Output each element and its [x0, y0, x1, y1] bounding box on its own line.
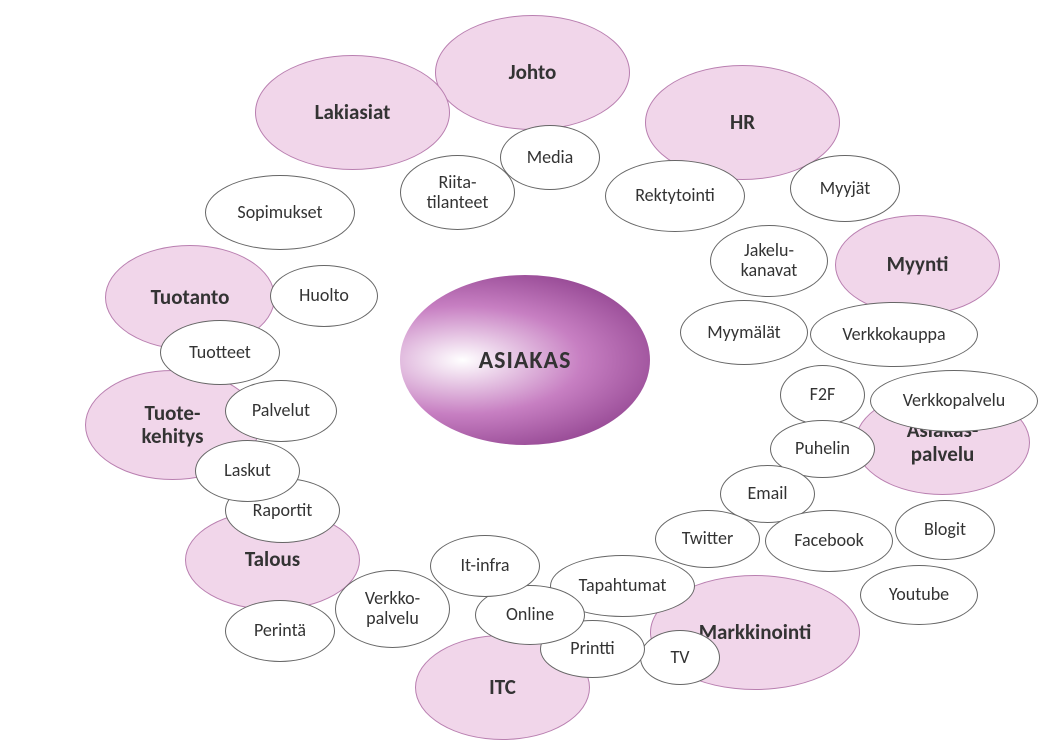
small-node-itinfra: It-infra: [430, 535, 540, 597]
small-node-jakelu: Jakelu- kanavat: [710, 225, 828, 297]
small-node-laskut: Laskut: [195, 440, 300, 502]
small-node-perinta: Perintä: [225, 600, 335, 662]
small-node-verkkopalvelu: Verkkopalvelu: [870, 370, 1038, 432]
small-node-media: Media: [500, 125, 600, 190]
small-node-youtube: Youtube: [860, 565, 978, 625]
small-node-myyjat: Myyjät: [790, 155, 900, 222]
small-node-f2f: F2F: [780, 365, 865, 425]
small-node-twitter: Twitter: [655, 510, 760, 568]
small-node-myymalat: Myymälät: [680, 300, 808, 365]
small-node-palvelut: Palvelut: [225, 380, 337, 442]
pink-node-myynti: Myynti: [835, 215, 1000, 315]
small-node-tv: TV: [640, 630, 720, 685]
small-node-rektytointi: Rektytointi: [605, 160, 745, 232]
small-node-blogit: Blogit: [895, 500, 995, 560]
diagram-stage: ASIAKAS Johto HR Myynti Asiakas- palvelu…: [0, 0, 1041, 748]
small-node-facebook: Facebook: [765, 510, 893, 572]
small-node-riita: Riita- tilanteet: [400, 155, 515, 230]
small-node-verkkokauppa: Verkkokauppa: [810, 302, 978, 367]
small-node-huolto: Huolto: [270, 265, 378, 327]
small-node-sopimukset: Sopimukset: [205, 175, 355, 250]
pink-node-lakiasiat: Lakiasiat: [255, 55, 450, 170]
small-node-tuotteet: Tuotteet: [160, 320, 280, 385]
small-node-verkkopalvelu2: Verkko- palvelu: [335, 570, 450, 648]
center-node-asiakas: ASIAKAS: [400, 275, 650, 445]
pink-node-johto: Johto: [435, 15, 630, 130]
